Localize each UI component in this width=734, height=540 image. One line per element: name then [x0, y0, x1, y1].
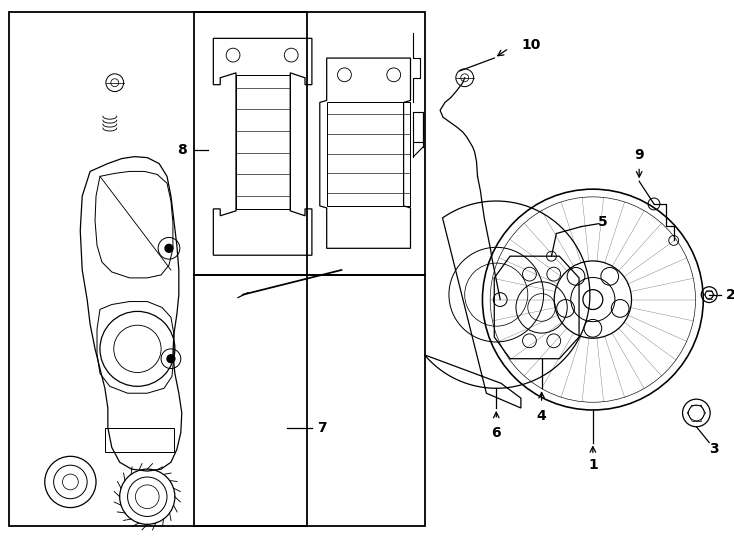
Circle shape — [167, 355, 175, 363]
Text: 6: 6 — [492, 426, 501, 440]
Text: 9: 9 — [634, 147, 644, 161]
Text: 1: 1 — [588, 458, 597, 472]
Text: 4: 4 — [537, 409, 547, 423]
Text: 7: 7 — [317, 421, 327, 435]
Text: 8: 8 — [177, 143, 186, 157]
Text: 5: 5 — [597, 215, 608, 229]
Text: 3: 3 — [709, 442, 719, 456]
Text: 10: 10 — [521, 38, 540, 52]
Text: 2: 2 — [726, 288, 734, 302]
Circle shape — [165, 245, 173, 252]
